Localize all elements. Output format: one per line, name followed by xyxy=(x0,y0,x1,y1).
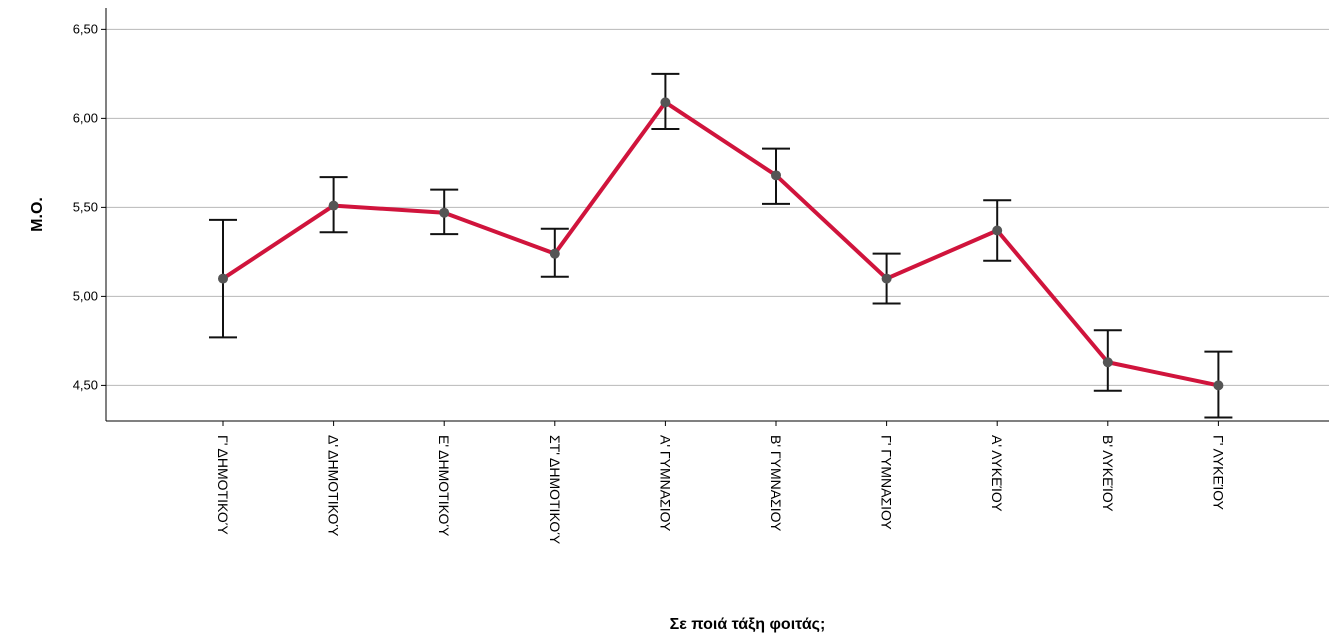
data-point xyxy=(1102,357,1113,368)
x-tick-label: Γ' ΓΥΜΝΑΣΙΟΥ xyxy=(879,435,895,530)
y-tick-label: 4,50 xyxy=(73,377,98,392)
data-point xyxy=(218,273,228,284)
data-point xyxy=(439,207,450,218)
error-bars xyxy=(209,72,1233,419)
x-tick-label: Β' ΛΥΚΕΊΟΥ xyxy=(1100,435,1116,512)
y-tick-label: 5,00 xyxy=(73,288,98,303)
y-tick-label: 6,50 xyxy=(73,21,98,36)
y-tick-label: 6,00 xyxy=(73,110,98,125)
data-point xyxy=(660,97,671,108)
series-line xyxy=(221,100,1221,388)
data-point xyxy=(328,200,339,211)
y-tick-labels: 4,50 5,00 5,50 6,00 6,50 xyxy=(73,21,98,392)
gridlines xyxy=(101,28,1329,386)
series-line-layer xyxy=(221,100,1221,388)
data-point xyxy=(771,170,781,181)
x-tick-label: Γ' ΔΗΜΟΤΙΚΟΎ xyxy=(215,435,231,535)
y-tick-label: 5,50 xyxy=(73,199,98,214)
x-tick-label: Α' ΓΥΜΝΑΣΙΟΥ xyxy=(657,435,673,532)
data-point xyxy=(1213,380,1224,391)
y-axis-title: Μ.Ο. xyxy=(29,197,46,232)
x-tick-label: ΣΤ' ΔΗΜΟΤΙΚΟΎ xyxy=(547,435,563,544)
data-point xyxy=(992,225,1003,236)
x-axis-title: Σε ποιά τάξη φοιτάς; xyxy=(670,616,826,633)
x-tick-label: Γ' ΛΥΚΕΊΟΥ xyxy=(1210,435,1226,511)
x-tick-labels: Γ' ΔΗΜΟΤΙΚΟΎ Δ' ΔΗΜΟΤΙΚΟΎ Ε' ΔΗΜΟΤΙΚΟΎ ΣΤ' … xyxy=(215,421,1226,544)
axes xyxy=(105,8,1329,422)
data-points xyxy=(218,97,1224,391)
x-tick-label: Β' ΓΥΜΝΑΣΙΟΥ xyxy=(768,435,784,532)
x-tick-label: Ε' ΔΗΜΟΤΙΚΟΎ xyxy=(436,435,452,536)
data-point xyxy=(549,248,560,259)
data-point xyxy=(881,273,892,284)
x-tick-label: Δ' ΔΗΜΟΤΙΚΟΎ xyxy=(326,435,342,536)
x-tick-label: Α' ΛΥΚΕΊΟΥ xyxy=(989,435,1005,512)
